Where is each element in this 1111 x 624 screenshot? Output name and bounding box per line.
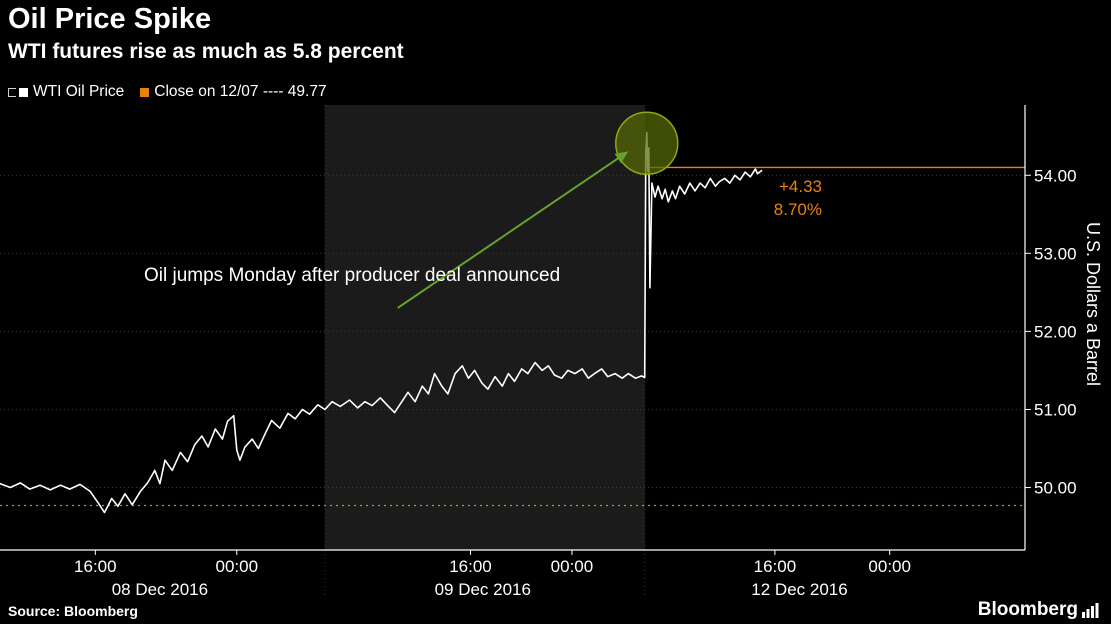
annotation-arrowhead: [614, 151, 629, 164]
price-change-pct: 8.70%: [773, 200, 822, 219]
day-label: 09 Dec 2016: [435, 580, 531, 599]
bloomberg-logo: Bloomberg: [978, 599, 1099, 621]
y-tick-label: 50.00: [1034, 479, 1077, 498]
annotation-arrow: [397, 153, 625, 309]
price-change-abs: +4.33: [778, 177, 822, 196]
chart-subtitle: WTI futures rise as much as 5.8 percent: [8, 40, 404, 63]
price-change-labels: +4.33 8.70%: [756, 175, 822, 221]
bloomberg-logo-bars-icon: [1082, 602, 1099, 618]
wti-series-swatch: [19, 87, 28, 97]
day-label: 08 Dec 2016: [112, 580, 208, 599]
y-tick-label: 52.00: [1034, 322, 1077, 341]
x-tick-label: 16:00: [754, 557, 797, 576]
y-tick-label: 51.00: [1034, 400, 1077, 419]
x-tick-label: 16:00: [449, 557, 492, 576]
close-line-swatch: [140, 87, 150, 97]
legend-key-icon: [8, 87, 16, 97]
session-band: [324, 105, 645, 550]
chart-title: Oil Price Spike: [8, 3, 212, 35]
spike-highlight-circle: [615, 111, 679, 176]
price-line: [0, 131, 763, 514]
source-credit: Source: Bloomberg: [8, 603, 138, 619]
legend-wti-label[interactable]: WTI Oil Price: [33, 83, 125, 100]
y-tick-label: 54.00: [1034, 166, 1077, 185]
legend-close-label[interactable]: Close on 12/07 ---- 49.77: [154, 83, 327, 100]
y-axis-title: U.S. Dollars a Barrel: [1083, 222, 1103, 387]
annotation-text: Oil jumps Monday after producer deal ann…: [144, 265, 561, 286]
x-tick-label: 00:00: [216, 557, 259, 576]
x-tick-label: 16:00: [74, 557, 117, 576]
x-tick-label: 00:00: [868, 557, 911, 576]
bloomberg-logo-text: Bloomberg: [977, 599, 1078, 620]
x-tick-label: 00:00: [551, 557, 594, 576]
y-tick-label: 53.00: [1034, 244, 1077, 263]
chart-legend: WTI Oil Price Close on 12/07 ---- 49.77: [8, 83, 327, 101]
day-label: 12 Dec 2016: [751, 580, 847, 599]
